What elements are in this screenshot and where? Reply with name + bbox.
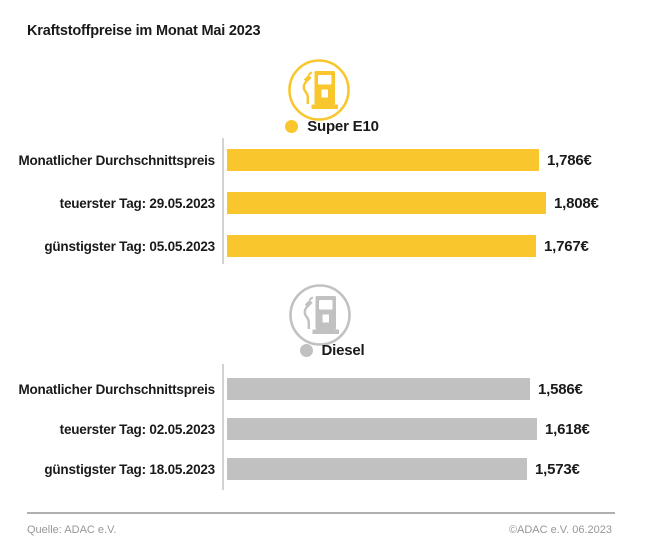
diesel-fuel-pump-icon <box>288 283 352 347</box>
bar-row-super-max: teuerster Tag: 29.05.2023 1,808€ <box>0 192 599 214</box>
row-value: 1,767€ <box>544 237 589 255</box>
footer-divider <box>27 512 615 514</box>
row-value: 1,618€ <box>545 420 590 438</box>
legend-label-super-e10: Super E10 <box>307 117 379 135</box>
bar-diesel-min <box>227 458 527 480</box>
legend-super-e10: Super E10 <box>222 117 442 135</box>
row-label: Monatlicher Durchschnittspreis <box>18 152 215 168</box>
bar-row-super-avg: Monatlicher Durchschnittspreis 1,786€ <box>0 149 592 171</box>
row-value: 1,573€ <box>535 460 580 478</box>
bar-diesel-avg <box>227 378 530 400</box>
bar-diesel-max <box>227 418 537 440</box>
bar-super-min <box>227 235 536 257</box>
legend-label-diesel: Diesel <box>321 341 365 359</box>
row-value: 1,786€ <box>547 151 592 169</box>
bar-row-super-min: günstigster Tag: 05.05.2023 1,767€ <box>0 235 589 257</box>
bar-super-max <box>227 192 546 214</box>
legend-diesel: Diesel <box>222 341 442 359</box>
super-e10-axis-line <box>222 138 224 264</box>
row-label: teuerster Tag: 29.05.2023 <box>59 195 216 211</box>
bar-row-diesel-max: teuerster Tag: 02.05.2023 1,618€ <box>0 418 590 440</box>
row-label: Monatlicher Durchschnittspreis <box>18 381 215 397</box>
diesel-axis-line <box>222 364 224 490</box>
row-label: günstigster Tag: 05.05.2023 <box>44 238 215 254</box>
bar-super-avg <box>227 149 539 171</box>
bar-row-diesel-avg: Monatlicher Durchschnittspreis 1,586€ <box>0 378 583 400</box>
super-e10-legend-dot-icon <box>285 119 299 133</box>
bar-row-diesel-min: günstigster Tag: 18.05.2023 1,573€ <box>0 458 580 480</box>
copyright-note: ©ADAC e.V. 06.2023 <box>508 524 612 536</box>
chart-title: Kraftstoffpreise im Monat Mai 2023 <box>27 23 261 39</box>
source-note: Quelle: ADAC e.V. <box>27 524 117 536</box>
row-value: 1,586€ <box>538 380 583 398</box>
row-label: teuerster Tag: 02.05.2023 <box>59 421 216 437</box>
row-label: günstigster Tag: 18.05.2023 <box>44 461 215 477</box>
diesel-legend-dot-icon <box>299 343 313 357</box>
super-e10-fuel-pump-icon <box>287 58 351 122</box>
row-value: 1,808€ <box>554 194 599 212</box>
